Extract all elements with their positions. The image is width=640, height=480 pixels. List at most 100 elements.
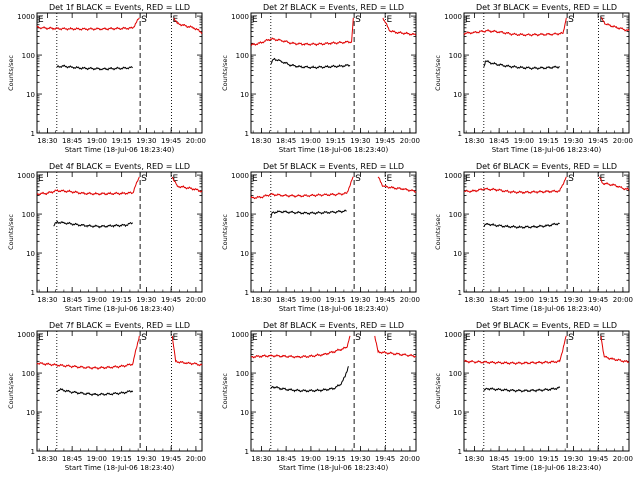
lld-series-line [250,176,354,200]
y-tick-label: 1 [245,130,249,138]
x-tick-label: 19:30 [350,296,370,304]
lld-series-line [600,335,630,363]
x-tick-label: 18:45 [489,455,509,463]
x-tick-label: 19:45 [375,296,395,304]
marker-annotation: E [172,174,178,184]
detector-panel-9: Det 9f BLACK = Events, RED = LLD 1 10 100 10… [434,321,633,472]
lld-series-line [36,17,140,31]
y-tick-label: 100 [449,52,462,60]
x-tick-label: 19:15 [326,296,346,304]
x-axis-label: Start Time (18-Jul-06 18:23:40) [279,146,389,154]
x-tick-label: 19:00 [514,455,534,463]
x-tick-label: 20:00 [400,296,420,304]
y-tick-label: 1000 [231,331,249,339]
x-tick-label: 19:00 [514,296,534,304]
x-tick-label: 18:30 [37,296,57,304]
detector-panel-5: Det 5f BLACK = Events, RED = LLD 1 10 100 10… [221,162,420,313]
marker-annotation: E [252,15,258,25]
y-tick-label: 10 [453,409,462,417]
x-tick-label: 19:00 [87,296,107,304]
panel-title: Det 3f BLACK = Events, RED = LLD [476,3,617,12]
y-tick-label: 100 [449,211,462,219]
x-tick-label: 18:30 [464,296,484,304]
x-tick-label: 18:30 [251,296,271,304]
x-tick-label: 19:45 [588,137,608,145]
y-tick-label: 1000 [17,331,35,339]
events-series-line [270,209,347,218]
panel-title: Det 5f BLACK = Events, RED = LLD [263,162,404,171]
x-tick-label: 20:00 [186,296,206,304]
detector-panel-8: Det 8f BLACK = Events, RED = LLD 1 10 100 10… [221,321,420,472]
lld-series-line [377,176,417,193]
events-series-line [53,220,134,229]
x-tick-label: 18:45 [62,296,82,304]
lld-series-line [382,17,417,36]
y-tick-label: 1000 [444,331,462,339]
x-axis-label: Start Time (18-Jul-06 18:23:40) [492,305,602,313]
marker-annotation: E [252,333,258,343]
x-tick-label: 19:45 [161,296,181,304]
x-axis-label: Start Time (18-Jul-06 18:23:40) [492,464,602,472]
detector-panel-4: Det 4f BLACK = Events, RED = LLD 1 10 100 10… [7,162,206,313]
y-tick-label: 1 [245,289,249,297]
events-series-line [270,57,351,70]
x-tick-label: 20:00 [613,137,633,145]
x-tick-label: 19:30 [563,296,583,304]
x-tick-label: 19:00 [87,455,107,463]
lld-series-line [36,335,140,370]
events-series-line [270,366,349,393]
y-tick-label: 1 [458,448,462,456]
y-axis-label: Counts/sec [434,373,442,409]
lld-series-line [251,335,351,359]
y-tick-label: 100 [22,52,35,60]
y-tick-label: 100 [449,370,462,378]
y-tick-label: 10 [453,91,462,99]
marker-annotation: E [252,174,258,184]
panel-title: Det 8f BLACK = Events, RED = LLD [263,321,404,330]
y-axis-label: Counts/sec [221,373,229,409]
marker-annotation: S [141,174,147,184]
lld-series-line [374,335,417,358]
x-tick-label: 19:30 [350,137,370,145]
lld-series-line [171,335,203,367]
events-series-line [483,60,560,71]
marker-annotation: E [38,333,44,343]
marker-annotation: E [38,15,44,25]
plot-frame [250,330,417,452]
marker-annotation: S [568,174,574,184]
marker-annotation: S [355,174,361,184]
plot-frame [250,171,417,293]
marker-annotation: S [568,333,574,343]
x-tick-label: 19:15 [326,455,346,463]
y-tick-label: 1000 [231,13,249,21]
x-tick-label: 18:45 [489,296,509,304]
y-tick-label: 1 [458,289,462,297]
x-tick-label: 19:15 [326,137,346,145]
x-tick-label: 20:00 [400,455,420,463]
x-axis-label: Start Time (18-Jul-06 18:23:40) [279,464,389,472]
marker-annotation: S [355,333,361,343]
y-tick-label: 10 [26,250,35,258]
panel-title: Det 1f BLACK = Events, RED = LLD [49,3,190,12]
y-tick-label: 10 [26,409,35,417]
x-tick-label: 19:15 [112,455,132,463]
panel-title: Det 6f BLACK = Events, RED = LLD [476,162,617,171]
marker-annotation: S [141,15,147,25]
x-tick-label: 19:15 [112,137,132,145]
y-tick-label: 100 [22,370,35,378]
x-tick-label: 18:45 [276,455,296,463]
x-tick-label: 18:45 [276,137,296,145]
x-tick-label: 20:00 [186,455,206,463]
y-tick-label: 1000 [17,13,35,21]
marker-annotation: E [38,174,44,184]
detector-panel-6: Det 6f BLACK = Events, RED = LLD 1 10 100 10… [434,162,633,313]
x-axis-label: Start Time (18-Jul-06 18:23:40) [65,464,175,472]
panel-title: Det 9f BLACK = Events, RED = LLD [476,321,617,330]
marker-annotation: E [599,333,605,343]
x-tick-label: 19:30 [563,137,583,145]
y-axis-label: Counts/sec [7,373,15,409]
x-tick-label: 18:30 [251,455,271,463]
y-tick-label: 1000 [444,172,462,180]
x-tick-label: 18:30 [37,137,57,145]
